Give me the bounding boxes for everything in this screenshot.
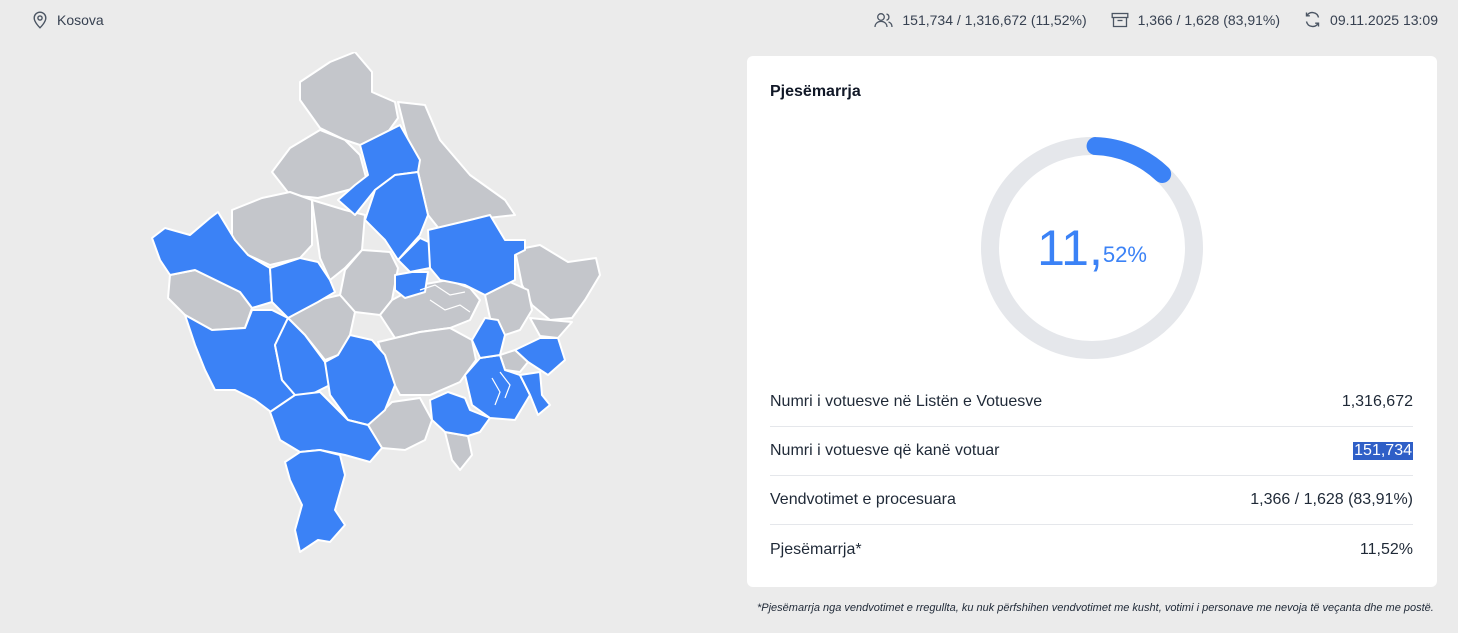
- map-region[interactable]: [299, 52, 399, 151]
- kosovo-map: [151, 52, 601, 553]
- map-region-highlighted[interactable]: [324, 334, 396, 426]
- map-region[interactable]: [444, 431, 473, 471]
- map-region-highlighted[interactable]: [429, 391, 491, 437]
- updated-time: 09.11.2025 13:09: [1330, 11, 1438, 28]
- map-region[interactable]: [271, 129, 369, 199]
- stations-value: 1,366 / 1,628 (83,91%): [1137, 11, 1281, 28]
- map-region-highlighted[interactable]: [394, 271, 429, 299]
- stat-label: Vendvotimet e procesuara: [770, 491, 956, 508]
- stat-value: 1,366 / 1,628 (83,91%): [1250, 491, 1413, 508]
- turnout-donut: [981, 137, 1203, 359]
- stat-value: 11,52%: [1359, 540, 1413, 558]
- users-icon: [874, 12, 894, 28]
- turnout-value-sep: ,: [1088, 220, 1103, 276]
- map-region[interactable]: [377, 327, 477, 396]
- stat-row-registered: Numri i votuesve në Listën e Votuesve 1,…: [770, 378, 1413, 427]
- voters-stat: 151,734 / 1,316,672 (11,52%): [874, 11, 1087, 28]
- stat-value: 1,316,672: [1341, 393, 1413, 410]
- top-bar: Kosova 151,734 / 1,316,672 (11,52%) 1,36…: [0, 0, 1458, 42]
- map-region-highlighted[interactable]: [269, 391, 383, 463]
- turnout-value-int: 11: [1037, 220, 1089, 276]
- location-indicator[interactable]: Kosova: [32, 11, 104, 29]
- map-region-highlighted[interactable]: [269, 257, 336, 319]
- ballot-box-icon: [1111, 12, 1129, 28]
- card-title: Pjesëmarrja: [770, 83, 861, 100]
- stat-row-turnout: Pjesëmarrja* 11,52%: [770, 525, 1413, 574]
- stats-list: Numri i votuesve në Listën e Votuesve 1,…: [770, 378, 1413, 574]
- turnout-value: 11, 52%: [979, 135, 1205, 361]
- voters-value: 151,734 / 1,316,672 (11,52%): [902, 11, 1087, 28]
- turnout-card: Pjesëmarrja 11, 52% Numri i votuesve në L…: [747, 56, 1437, 587]
- stations-stat: 1,366 / 1,628 (83,91%): [1111, 12, 1280, 28]
- donut-progress-arc: [1086, 137, 1172, 183]
- map-region-highlighted[interactable]: [364, 171, 429, 261]
- map-region[interactable]: [529, 317, 573, 339]
- stat-label: Numri i votuesve në Listën e Votuesve: [770, 393, 1043, 410]
- location-pin-icon: [32, 11, 48, 29]
- footnote: *Pjesëmarrja nga vendvotimet e rregullta…: [757, 602, 1434, 614]
- map-region-highlighted[interactable]: [514, 337, 566, 376]
- stat-value-selected[interactable]: 151,734: [1353, 442, 1413, 460]
- refresh-icon[interactable]: [1304, 11, 1321, 28]
- map-region-highlighted[interactable]: [471, 317, 506, 359]
- location-label: Kosova: [57, 12, 104, 28]
- turnout-value-dec: 52%: [1102, 242, 1147, 267]
- map-region-highlighted[interactable]: [427, 214, 526, 296]
- stat-row-voted: Numri i votuesve që kanë votuar 151,734: [770, 427, 1413, 476]
- stat-label: Numri i votuesve që kanë votuar: [770, 442, 1000, 459]
- stat-row-stations: Vendvotimet e procesuara 1,366 / 1,628 (…: [770, 476, 1413, 525]
- stat-label: Pjesëmarrja*: [770, 540, 862, 558]
- map-region-highlighted[interactable]: [519, 371, 551, 416]
- map-region-highlighted[interactable]: [284, 449, 346, 553]
- updated-stat[interactable]: 09.11.2025 13:09: [1304, 11, 1438, 28]
